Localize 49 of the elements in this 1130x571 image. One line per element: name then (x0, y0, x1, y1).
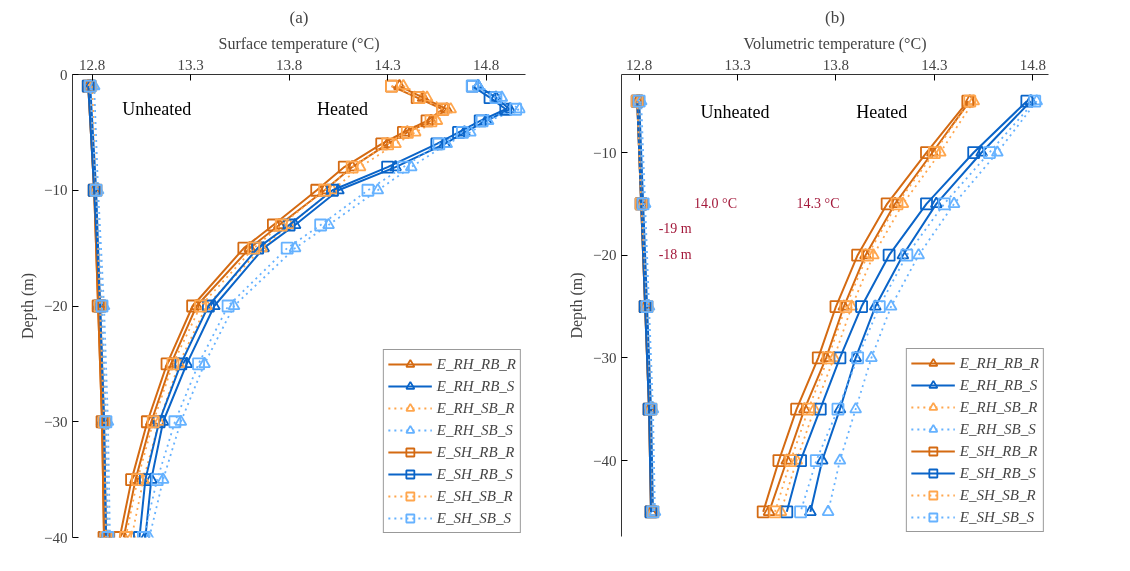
x-tick-label: 13.8 (276, 56, 303, 73)
y-tick-label: −40 (44, 529, 68, 546)
annotation: Unheated (122, 99, 192, 120)
y-tick-label: −40 (593, 452, 617, 469)
x-tick-label: 13.3 (177, 56, 204, 73)
y-tick-label: −10 (593, 144, 617, 161)
legend-label: E_RH_SB_S (436, 421, 513, 439)
y-tick-label: 0 (60, 66, 68, 83)
legend-label: E_RH_SB_R (959, 398, 1038, 416)
annotation: -19 m (658, 220, 692, 236)
x-tick-label: 12.8 (626, 56, 653, 73)
y-tick-label: −20 (44, 298, 68, 314)
legend-label: E_SH_RB_S (959, 464, 1036, 482)
x-tick-label: 14.8 (472, 56, 500, 73)
annotation: 14.0 °C (694, 196, 738, 212)
annotation: Heated (317, 99, 369, 120)
y-tick-label: −30 (593, 349, 617, 366)
legend-label: E_SH_RB_S (436, 465, 513, 483)
annotation: -18 m (658, 247, 692, 263)
x-tick-label: 14.8 (1019, 56, 1046, 73)
chart-title: (b) (825, 7, 845, 27)
legend-label: E_SH_RB_R (436, 443, 515, 461)
legend-label: E_RH_SB_S (959, 420, 1036, 438)
legend-label: E_SH_SB_S (959, 508, 1035, 526)
legend-label: E_RH_SB_R (436, 399, 515, 417)
y-tick-label: −20 (593, 247, 617, 264)
annotation: 14.3 °C (796, 196, 840, 212)
annotation: Heated (856, 102, 908, 123)
legend-label: E_SH_SB_R (436, 487, 513, 505)
legend-label: E_RH_RB_R (959, 354, 1039, 372)
legend-label: E_RH_RB_S (959, 376, 1038, 394)
legend-label: E_RH_RB_S (436, 377, 515, 395)
legend-label: E_SH_SB_S (436, 509, 512, 527)
x-tick-label: 13.3 (724, 56, 751, 73)
x-tick-label: 14.3 (921, 56, 948, 73)
y-tick-label: −10 (44, 182, 68, 199)
x-tick-label: 13.8 (822, 56, 850, 73)
x-axis-title: Volumetric temperature (°C) (743, 34, 927, 53)
x-axis-title: Surface temperature (°C) (218, 34, 380, 53)
legend-label: E_SH_SB_R (959, 486, 1036, 504)
y-axis-title: Depth (m) (19, 272, 38, 340)
annotation: Unheated (700, 102, 770, 123)
y-axis-title: Depth (m) (568, 272, 587, 339)
x-tick-label: 14.3 (374, 56, 401, 73)
legend-label: E_SH_RB_R (959, 442, 1038, 460)
y-tick-label: −30 (44, 413, 68, 430)
legend-label: E_RH_RB_R (436, 355, 516, 373)
x-tick-label: 12.8 (79, 56, 106, 73)
chart-title: (a) (289, 7, 309, 27)
